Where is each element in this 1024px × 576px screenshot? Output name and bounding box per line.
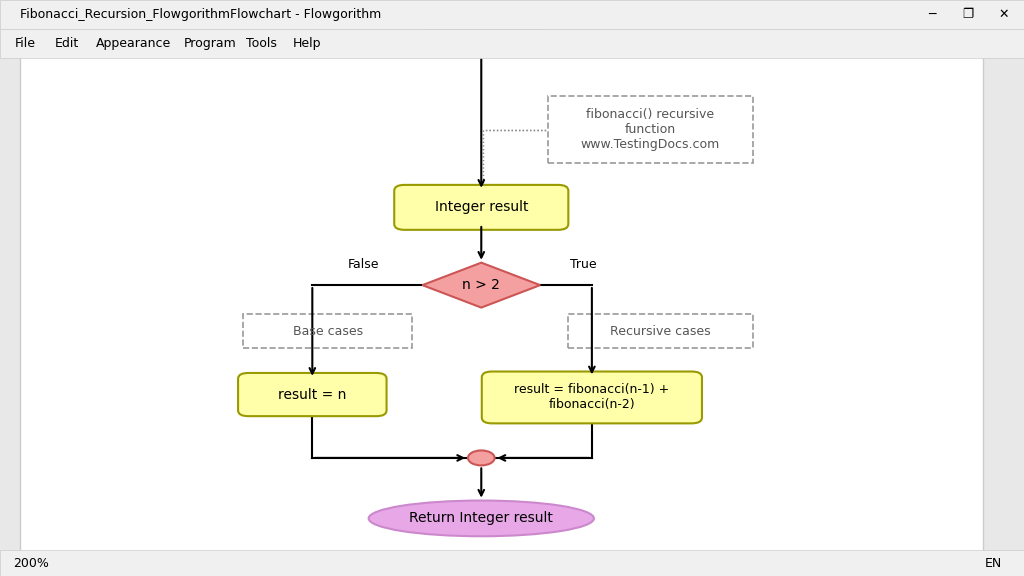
Text: Tools: Tools — [246, 37, 276, 50]
FancyBboxPatch shape — [244, 314, 412, 348]
FancyBboxPatch shape — [0, 550, 1024, 576]
Text: fibonacci() recursive
function
www.TestingDocs.com: fibonacci() recursive function www.Testi… — [581, 108, 720, 151]
Circle shape — [468, 450, 495, 465]
Text: EN: EN — [985, 557, 1001, 570]
Ellipse shape — [369, 501, 594, 536]
Text: Return Integer result: Return Integer result — [410, 511, 553, 525]
Text: True: True — [570, 259, 597, 271]
Text: File: File — [15, 37, 36, 50]
Text: Help: Help — [293, 37, 322, 50]
FancyBboxPatch shape — [548, 97, 753, 162]
Text: False: False — [348, 259, 379, 271]
Text: n > 2: n > 2 — [463, 278, 500, 292]
FancyBboxPatch shape — [20, 17, 983, 559]
Text: ❐: ❐ — [963, 8, 973, 21]
Text: Program: Program — [183, 37, 237, 50]
Text: ✕: ✕ — [998, 8, 1009, 21]
Text: result = fibonacci(n-1) +
fibonacci(n-2): result = fibonacci(n-1) + fibonacci(n-2) — [514, 384, 670, 411]
Polygon shape — [422, 263, 541, 308]
Text: Integer result: Integer result — [434, 200, 528, 214]
FancyBboxPatch shape — [568, 314, 753, 348]
FancyBboxPatch shape — [481, 372, 701, 423]
Text: Base cases: Base cases — [293, 325, 362, 338]
FancyBboxPatch shape — [238, 373, 386, 416]
Text: 200%: 200% — [12, 557, 49, 570]
Text: Recursive cases: Recursive cases — [610, 325, 711, 338]
Text: Appearance: Appearance — [95, 37, 171, 50]
FancyBboxPatch shape — [394, 185, 568, 230]
Text: Fibonacci_Recursion_FlowgorithmFlowchart - Flowgorithm: Fibonacci_Recursion_FlowgorithmFlowchart… — [20, 8, 382, 21]
FancyBboxPatch shape — [0, 29, 1024, 58]
Text: ─: ─ — [928, 8, 936, 21]
Ellipse shape — [415, 20, 548, 55]
Text: result = n: result = n — [279, 388, 346, 401]
FancyBboxPatch shape — [0, 0, 1024, 29]
Text: Edit: Edit — [54, 37, 79, 50]
